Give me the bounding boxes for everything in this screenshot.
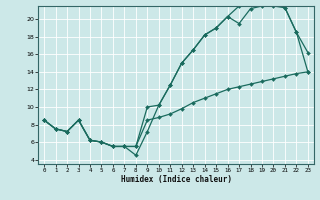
- X-axis label: Humidex (Indice chaleur): Humidex (Indice chaleur): [121, 175, 231, 184]
